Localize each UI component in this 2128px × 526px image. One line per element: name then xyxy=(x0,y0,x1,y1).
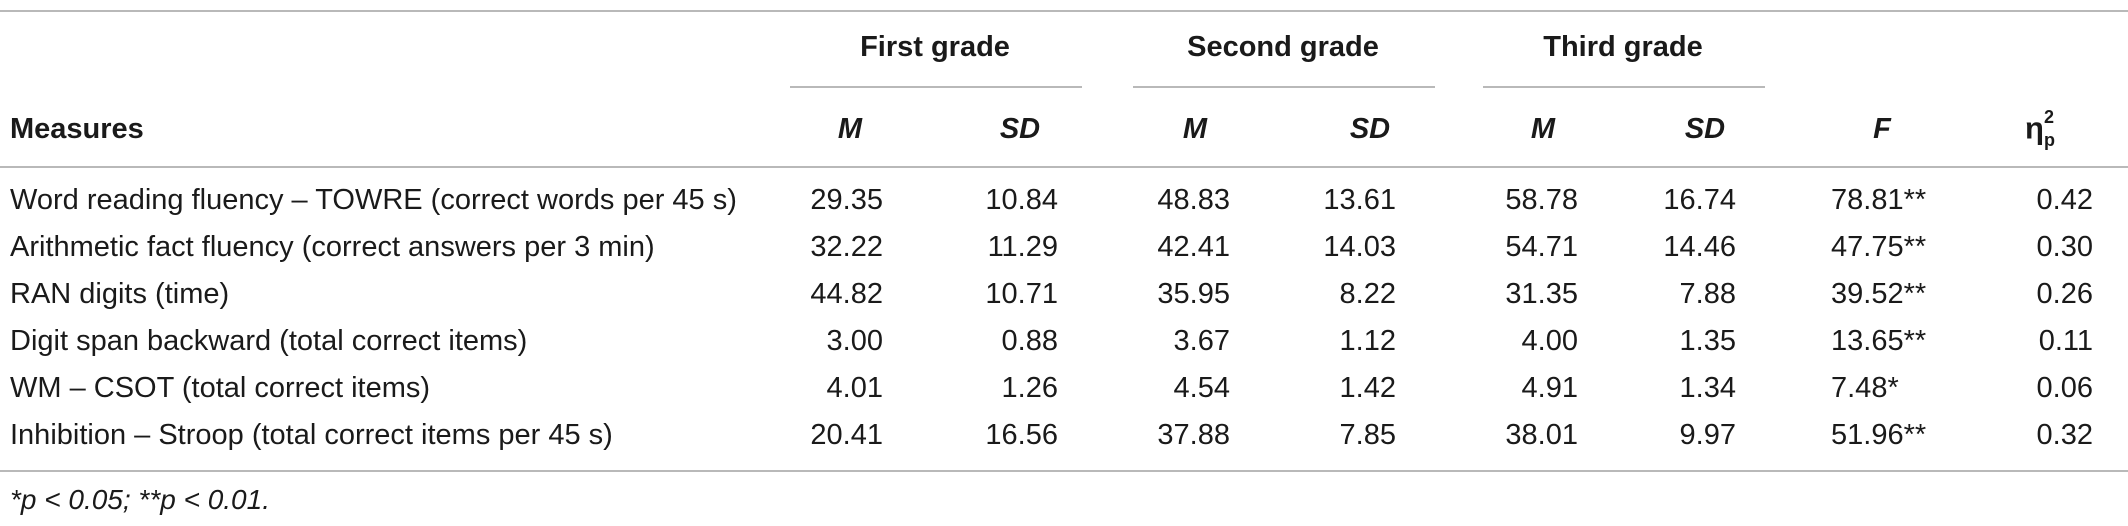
row-eta: 0.06 xyxy=(2036,372,2093,404)
row-m-second: 4.54 xyxy=(1173,372,1230,404)
row-sd-third: 1.35 xyxy=(1679,325,1736,357)
column-header-measures: Measures xyxy=(10,113,144,145)
group-underline-third-grade xyxy=(1483,86,1765,88)
row-sd-second: 1.42 xyxy=(1339,372,1396,404)
row-measure: Inhibition – Stroop (total correct items… xyxy=(10,419,613,451)
row-m-third: 54.71 xyxy=(1505,231,1578,263)
row-sd-third: 1.34 xyxy=(1679,372,1736,404)
row-m-first: 20.41 xyxy=(810,419,883,451)
table-top-rule xyxy=(0,10,2128,12)
row-sd-first: 10.84 xyxy=(985,184,1058,216)
row-sd-first: 16.56 xyxy=(985,419,1058,451)
row-measure: WM – CSOT (total correct items) xyxy=(10,372,431,404)
column-header-sd-third: SD xyxy=(1684,113,1726,145)
column-header-m-first: M xyxy=(837,113,863,145)
row-m-third: 4.91 xyxy=(1521,372,1578,404)
group-header-first-grade: First grade xyxy=(860,31,1010,63)
row-sd-second: 13.61 xyxy=(1323,184,1396,216)
column-header-m-third: M xyxy=(1530,113,1556,145)
row-f: 7.48* xyxy=(1831,372,1899,404)
column-header-f: F xyxy=(1873,113,1891,145)
row-f: 51.96** xyxy=(1831,419,1927,451)
row-sd-second: 7.85 xyxy=(1339,419,1396,451)
row-sd-third: 16.74 xyxy=(1663,184,1736,216)
row-m-first: 29.35 xyxy=(810,184,883,216)
row-sd-third: 14.46 xyxy=(1663,231,1736,263)
row-m-first: 3.00 xyxy=(826,325,883,357)
row-eta: 0.42 xyxy=(2036,184,2093,216)
row-m-first: 44.82 xyxy=(810,278,883,310)
row-m-third: 31.35 xyxy=(1505,278,1578,310)
table-footnote: *p < 0.05; **p < 0.01. xyxy=(10,484,270,515)
row-eta: 0.32 xyxy=(2036,419,2093,451)
row-m-second: 3.67 xyxy=(1173,325,1230,357)
row-f: 39.52** xyxy=(1831,278,1927,310)
row-measure: Digit span backward (total correct items… xyxy=(10,325,528,357)
column-header-sd-first: SD xyxy=(999,113,1041,145)
eta-symbol: η xyxy=(2025,110,2044,146)
table-bottom-rule xyxy=(0,470,2128,472)
row-eta: 0.11 xyxy=(2038,325,2093,357)
row-sd-third: 7.88 xyxy=(1679,278,1736,310)
row-sd-first: 11.29 xyxy=(987,231,1058,263)
header-bottom-rule xyxy=(0,166,2128,168)
row-sd-first: 10.71 xyxy=(985,278,1058,310)
row-m-third: 4.00 xyxy=(1521,325,1578,357)
row-sd-first: 0.88 xyxy=(1001,325,1058,357)
row-measure: Arithmetic fact fluency (correct answers… xyxy=(10,231,655,263)
group-underline-second-grade xyxy=(1133,86,1435,88)
row-measure: Word reading fluency – TOWRE (correct wo… xyxy=(10,184,737,216)
row-sd-second: 8.22 xyxy=(1339,278,1396,310)
group-header-third-grade: Third grade xyxy=(1543,31,1703,63)
group-header-second-grade: Second grade xyxy=(1187,31,1379,63)
eta-subscript: p xyxy=(2043,129,2055,150)
row-m-first: 32.22 xyxy=(810,231,883,263)
group-underline-first-grade xyxy=(790,86,1082,88)
row-m-third: 58.78 xyxy=(1505,184,1578,216)
row-eta: 0.26 xyxy=(2036,278,2093,310)
row-measure: RAN digits (time) xyxy=(10,278,230,310)
row-m-first: 4.01 xyxy=(826,372,883,404)
eta-superscript: 2 xyxy=(2043,107,2054,127)
row-sd-first: 1.26 xyxy=(1001,372,1058,404)
row-m-second: 42.41 xyxy=(1157,231,1230,263)
column-header-sd-second: SD xyxy=(1349,113,1391,145)
row-f: 78.81** xyxy=(1831,184,1927,216)
row-f: 47.75** xyxy=(1831,231,1927,263)
row-sd-second: 14.03 xyxy=(1323,231,1396,263)
column-header-eta-squared: η2p xyxy=(2000,104,2080,157)
row-f: 13.65** xyxy=(1831,325,1927,357)
row-m-third: 38.01 xyxy=(1505,419,1578,451)
row-m-second: 48.83 xyxy=(1157,184,1230,216)
column-header-m-second: M xyxy=(1182,113,1208,145)
row-eta: 0.30 xyxy=(2036,231,2093,263)
row-m-second: 37.88 xyxy=(1157,419,1230,451)
row-sd-third: 9.97 xyxy=(1679,419,1736,451)
row-sd-second: 1.12 xyxy=(1339,325,1396,357)
row-m-second: 35.95 xyxy=(1157,278,1230,310)
